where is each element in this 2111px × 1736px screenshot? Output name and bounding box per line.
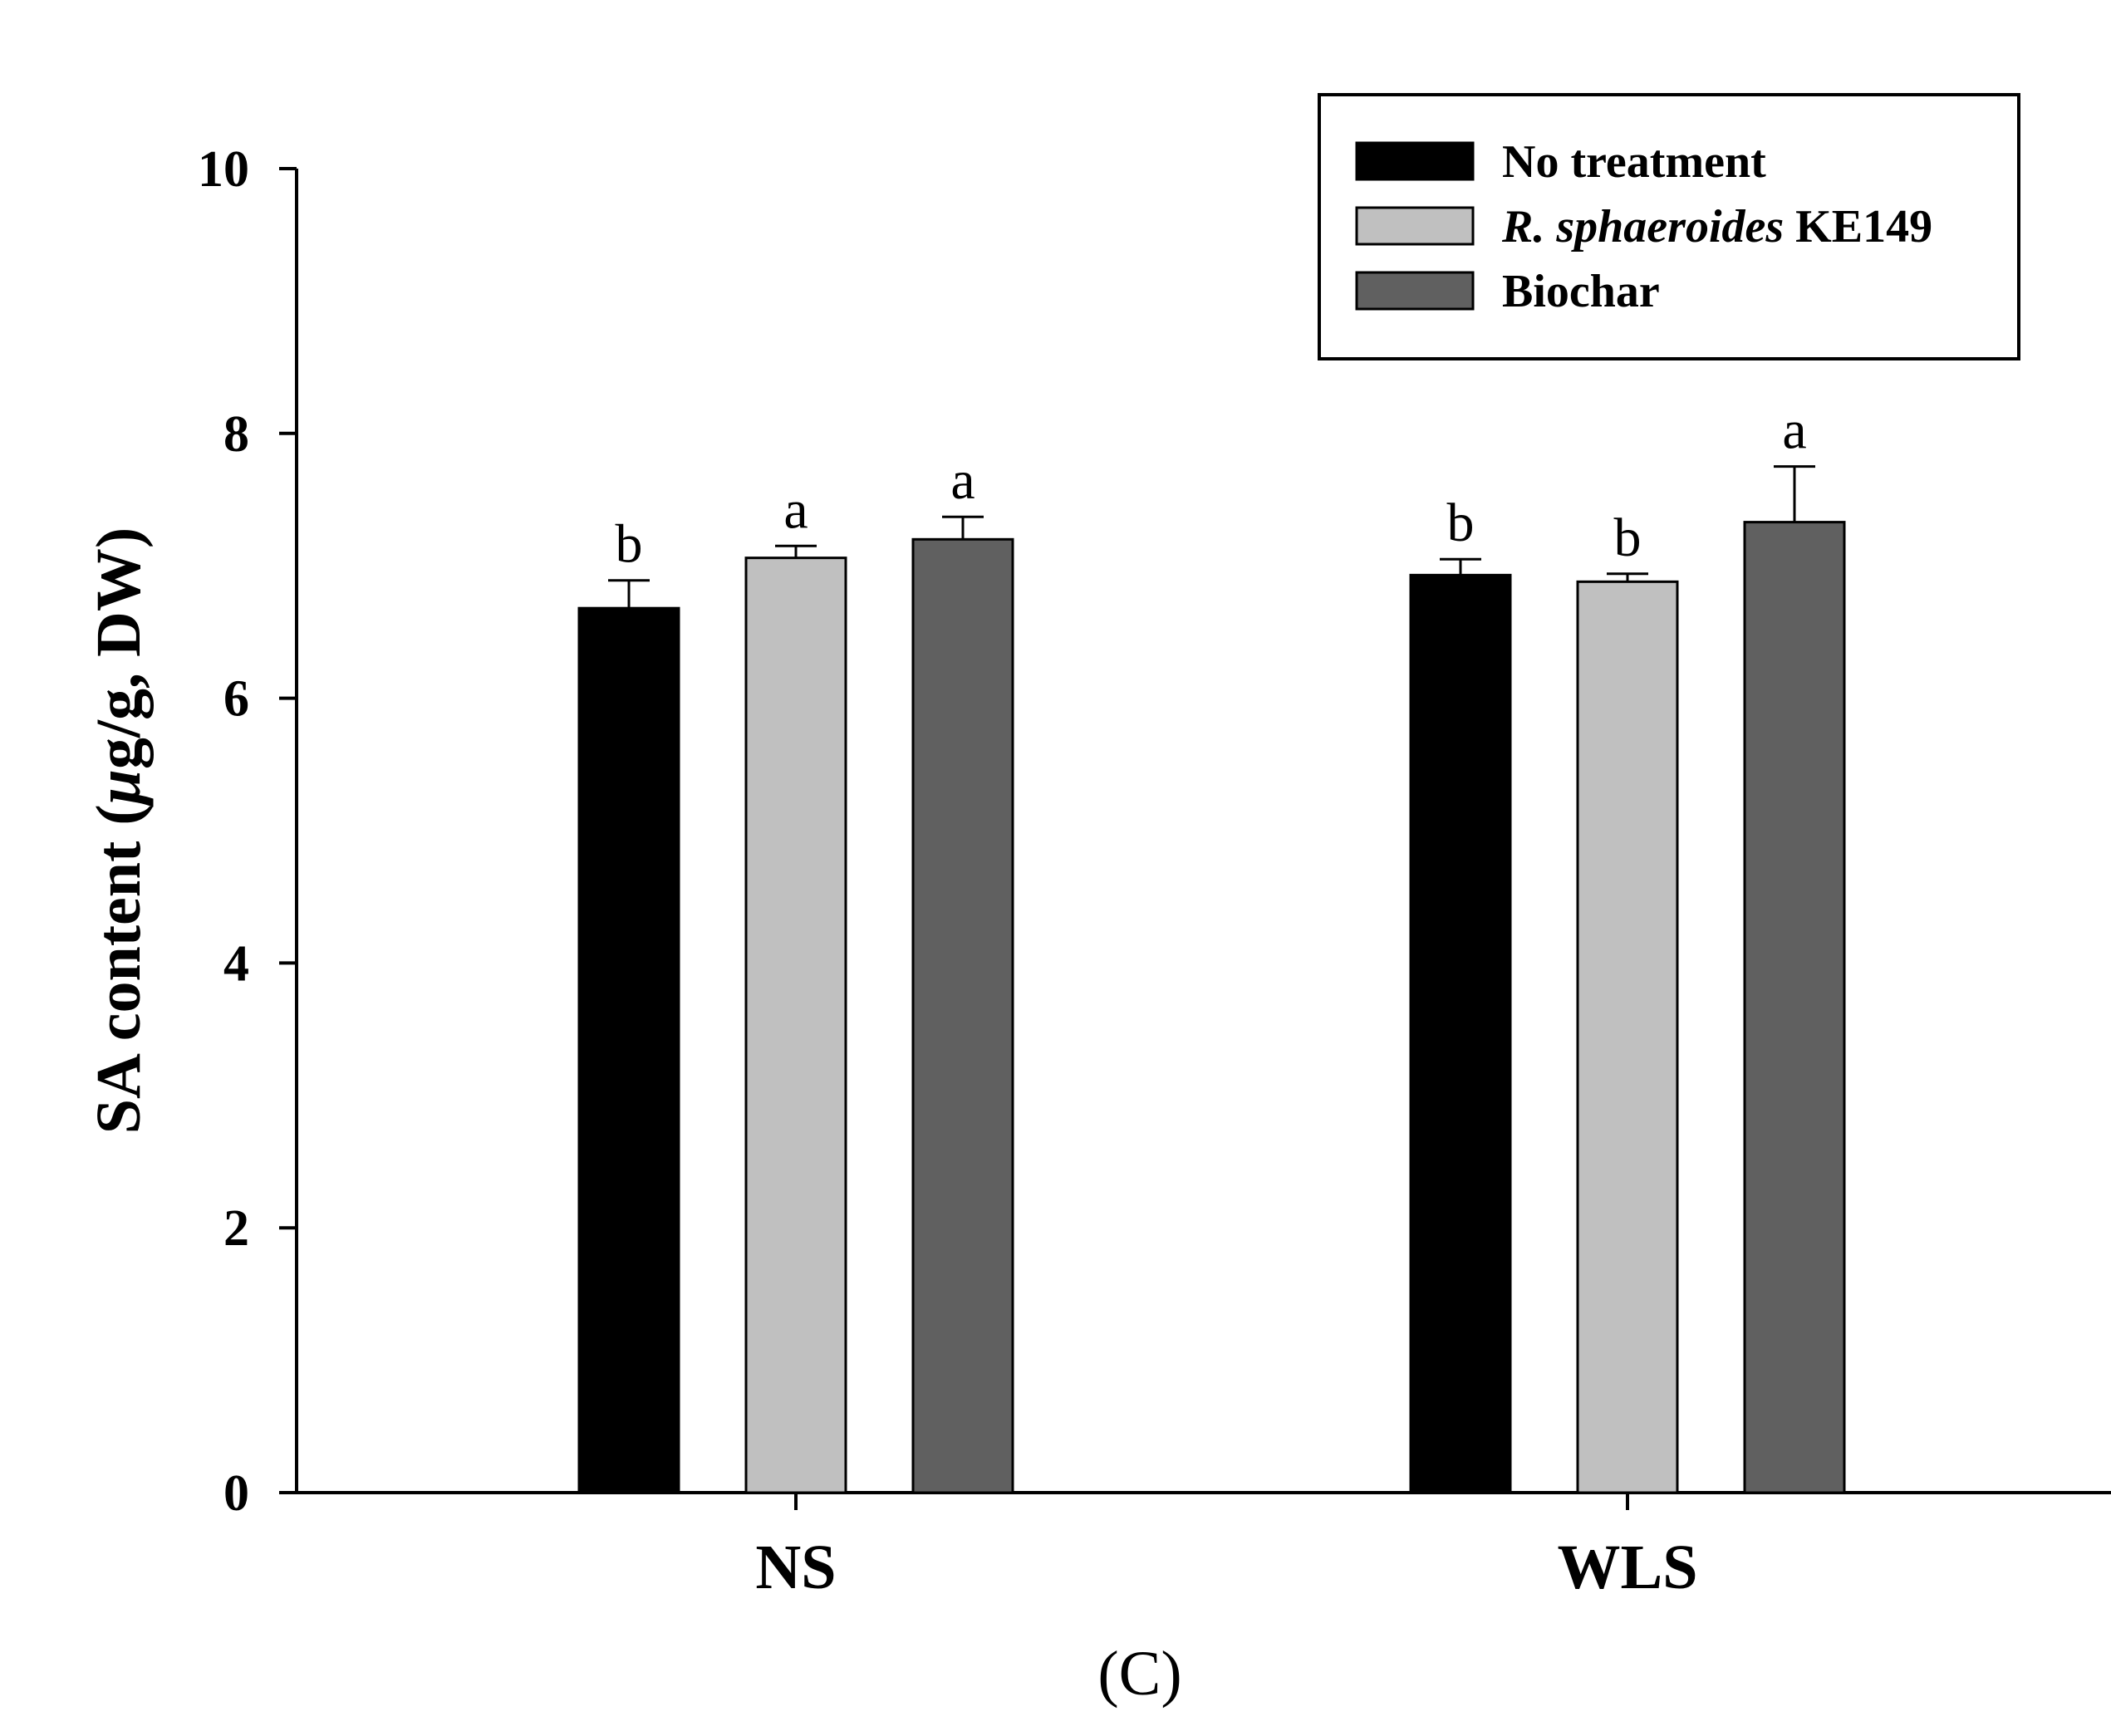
y-axis-label: SA content (μg/g, DW): [84, 527, 154, 1134]
y-axis-label-part-2: g/g, DW): [84, 527, 154, 769]
y-tick-label-4: 4: [223, 935, 249, 992]
legend-swatch-3: [1355, 271, 1475, 311]
bar-series-3-ns: [911, 537, 1014, 1494]
y-axis-label-mu: μ: [84, 769, 154, 807]
sig-letter-series-2-ns: a: [783, 479, 808, 540]
legend-label-3-part-1: Biochar: [1502, 266, 1660, 317]
sig-letter-series-3-wls: a: [1782, 400, 1806, 461]
legend-swatch-1: [1355, 141, 1475, 181]
legend-label-2-part-1: R. sphaeroides: [1501, 201, 1784, 253]
legend-label-3: Biochar: [1502, 266, 1660, 317]
y-tick-label-0: 0: [223, 1465, 249, 1522]
bars-group: b b a b a a: [577, 400, 1846, 1494]
y-tick-label-2: 2: [223, 1200, 249, 1257]
legend-label-2-part-2: KE149: [1784, 201, 1932, 253]
sig-letter-series-1-wls: b: [1447, 493, 1475, 553]
bar-series-1-ns: [577, 606, 680, 1494]
x-tick-label-wls: WLS: [1558, 1532, 1698, 1602]
bar-series-2-wls: [1576, 580, 1679, 1494]
legend-label-2: R. sphaeroides KE149: [1501, 201, 1932, 253]
panel-label: (C): [1097, 1639, 1181, 1709]
y-tick-label-8: 8: [223, 406, 249, 463]
y-tick-label-10: 10: [198, 141, 249, 198]
y-axis-label-part-1: SA content (: [84, 804, 154, 1134]
x-tick-label-ns: NS: [755, 1532, 836, 1602]
y-tick-label-6: 6: [223, 671, 249, 728]
bar-series-1-wls: [1409, 573, 1512, 1494]
axes-group: 0 2 4 6 8 10 NS WLS: [198, 141, 2111, 1602]
bar-series-2-ns: [744, 557, 847, 1494]
sig-letter-series-3-ns: a: [950, 450, 974, 511]
legend-label-1: No treatment: [1502, 136, 1766, 188]
legend: No treatment R. sphaeroides KE149 Biochar: [1318, 93, 2020, 360]
sig-letter-series-2-wls: b: [1614, 508, 1642, 568]
legend-swatch-2: [1355, 206, 1475, 246]
bar-series-3-wls: [1743, 521, 1846, 1494]
sig-letter-series-1-ns: b: [616, 514, 643, 575]
legend-label-1-part-1: No treatment: [1502, 136, 1766, 188]
